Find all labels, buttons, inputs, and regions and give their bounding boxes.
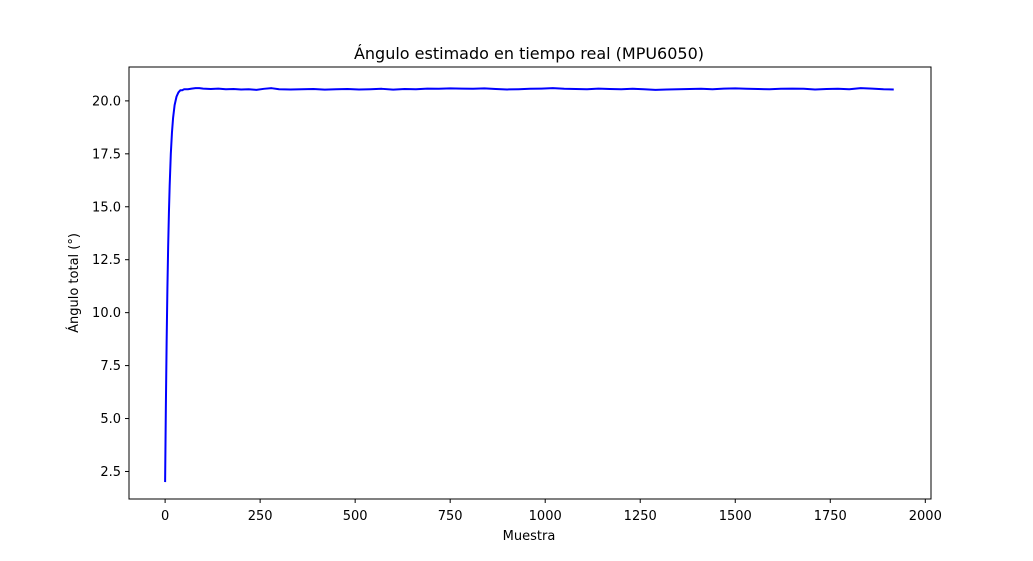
y-tick-label: 15.0 <box>92 200 121 215</box>
x-tick-label: 1500 <box>719 509 752 524</box>
y-tick-label: 2.5 <box>100 465 121 480</box>
y-tick-label: 5.0 <box>100 412 121 427</box>
x-tick-label: 2000 <box>909 509 942 524</box>
chart-title: Ángulo estimado en tiempo real (MPU6050) <box>354 44 704 63</box>
y-axis-ticks: 2.5 5.0 7.5 10.0 12.5 15.0 17.5 20.0 <box>92 94 129 480</box>
x-tick-label: 0 <box>161 509 169 524</box>
x-tick-label: 250 <box>248 509 273 524</box>
x-axis-ticks: 0 250 500 750 1000 1250 1500 1750 2000 <box>161 499 942 524</box>
x-tick-label: 500 <box>343 509 368 524</box>
x-tick-label: 1750 <box>814 509 847 524</box>
plot-series-group <box>164 87 894 483</box>
y-tick-label: 12.5 <box>92 253 121 268</box>
y-tick-label: 10.0 <box>92 306 121 321</box>
y-tick-label: 7.5 <box>100 359 121 374</box>
y-tick-label: 17.5 <box>92 147 121 162</box>
plot-area-frame <box>128 66 932 500</box>
x-tick-label: 1000 <box>529 509 562 524</box>
x-tick-label: 1250 <box>624 509 657 524</box>
series-line <box>164 87 894 483</box>
x-tick-label: 750 <box>438 509 463 524</box>
x-axis-label: Muestra <box>503 529 556 544</box>
y-axis-label: Ángulo total (°) <box>66 233 82 333</box>
y-tick-label: 20.0 <box>92 94 121 109</box>
